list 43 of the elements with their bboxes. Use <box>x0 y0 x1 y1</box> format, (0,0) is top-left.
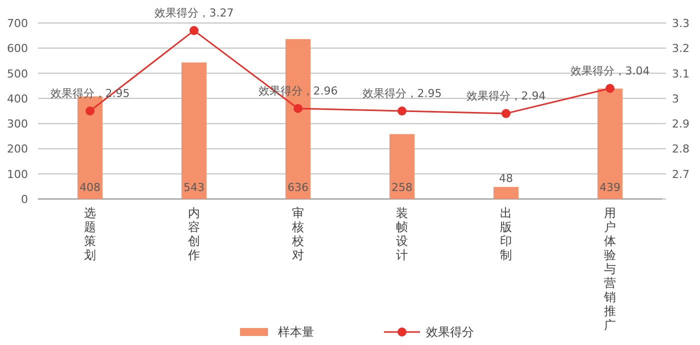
y-tick-label: 100 <box>7 168 28 181</box>
point <box>502 109 510 118</box>
y-tick-label: 200 <box>7 142 28 156</box>
y2-tick-label: 3 <box>672 92 679 106</box>
category-label: 用户体验与营销推广 <box>604 206 616 332</box>
x-tick-label: 装帧设计 <box>396 206 408 262</box>
y2-tick-label: 2.8 <box>672 142 690 156</box>
x-tick-label: 审核校对 <box>291 206 304 262</box>
data-label: 408 <box>80 181 100 194</box>
data-label: 439 <box>600 181 620 194</box>
y-tick-label: 500 <box>7 67 28 80</box>
bar <box>390 134 414 199</box>
x-tick-label: 出版印制 <box>500 206 512 262</box>
point <box>398 106 406 116</box>
legend-label: 效果得分 <box>426 325 474 339</box>
point <box>606 84 614 93</box>
y-tick-label: 600 <box>7 42 28 56</box>
y2-tick-label: 3.2 <box>672 42 690 56</box>
data-label: 636 <box>288 181 308 194</box>
x-tick-label: 内容创作 <box>187 206 200 262</box>
point <box>294 104 302 113</box>
y2-tick-label: 3.1 <box>672 67 690 80</box>
x-tick-label: 选题策划 <box>84 206 96 262</box>
y2-tick-label: 2.9 <box>672 118 690 131</box>
data-label: 258 <box>392 181 412 194</box>
data-label: 543 <box>184 181 204 194</box>
y-tick-label: 300 <box>7 118 28 131</box>
bar <box>494 186 518 199</box>
y2-tick-label: 2.7 <box>672 168 690 181</box>
legend-label: 样本量 <box>278 325 314 339</box>
y-tick-label: 0 <box>21 193 28 206</box>
data-label: 效果得分，3.27 <box>154 6 234 20</box>
data-label: 效果得分，2.95 <box>362 87 442 100</box>
y2-tick-label: 3.3 <box>672 17 690 30</box>
point <box>86 106 94 116</box>
y-tick-label: 400 <box>7 92 28 106</box>
point <box>190 26 198 36</box>
bar <box>182 62 206 199</box>
y-tick-label: 700 <box>7 17 28 30</box>
data-label: 效果得分，3.04 <box>570 64 650 78</box>
data-label: 48 <box>499 172 513 185</box>
bar <box>598 88 622 199</box>
data-label: 效果得分，2.94 <box>466 90 546 103</box>
